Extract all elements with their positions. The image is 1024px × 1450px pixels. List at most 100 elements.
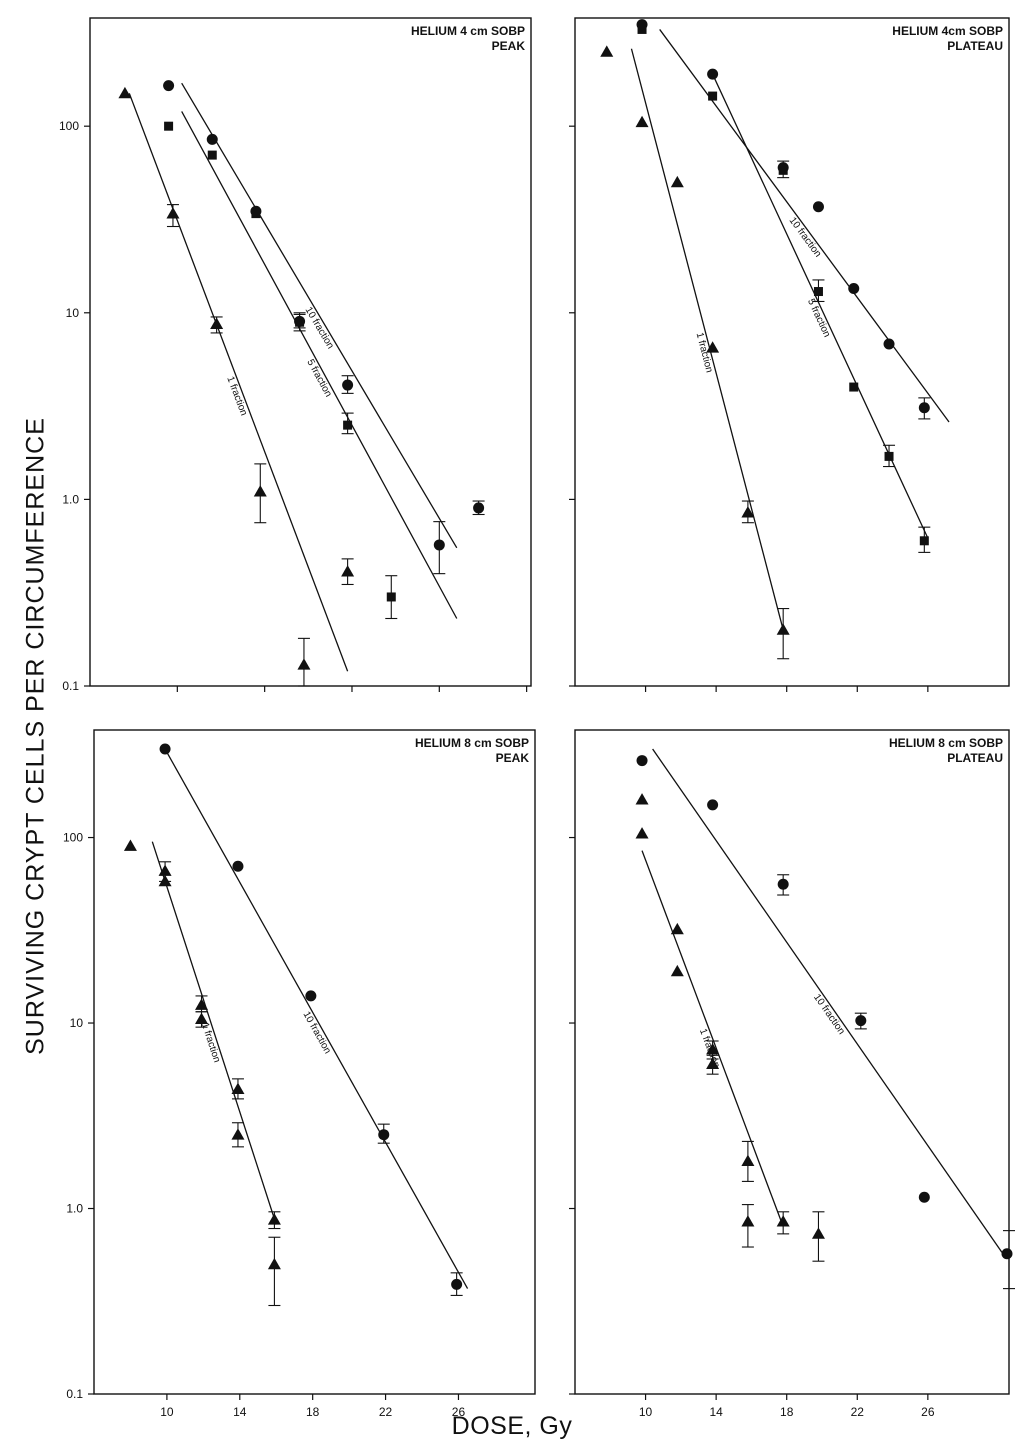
data-point-circle bbox=[707, 68, 719, 80]
y-axis-label: SURVIVING CRYPT CELLS PER CIRCUMFERENCE bbox=[21, 417, 50, 1055]
data-point-circle bbox=[294, 315, 306, 327]
data-point-triangle bbox=[706, 1042, 720, 1055]
data-point-triangle bbox=[341, 565, 355, 577]
data-point-circle bbox=[1001, 1248, 1013, 1260]
y-tick-label: 10 bbox=[66, 306, 80, 320]
data-point-square bbox=[919, 536, 929, 546]
data-point-triangle bbox=[670, 964, 684, 977]
data-point-triangle bbox=[635, 793, 649, 805]
fit-line-label: 1 fraction bbox=[224, 375, 249, 417]
plot-frame bbox=[574, 729, 1010, 1395]
x-tick-label: 18 bbox=[780, 1405, 794, 1419]
data-point-circle bbox=[855, 1015, 867, 1027]
y-tick-label: 1.0 bbox=[66, 1202, 83, 1216]
data-point-triangle bbox=[210, 317, 224, 329]
fit-line bbox=[630, 48, 784, 630]
data-point-circle bbox=[812, 201, 824, 213]
data-point-circle bbox=[159, 743, 171, 755]
y-tick-label: 100 bbox=[59, 119, 79, 133]
x-tick-label: 10 bbox=[160, 1405, 174, 1419]
y-tick-label: 0.1 bbox=[62, 679, 79, 693]
data-point-circle bbox=[883, 338, 895, 350]
data-point-square bbox=[708, 91, 718, 101]
data-point-square bbox=[164, 121, 174, 131]
data-point-triangle bbox=[706, 1057, 720, 1070]
data-point-circle bbox=[636, 755, 648, 767]
y-tick-label: 100 bbox=[63, 831, 83, 845]
data-point-square bbox=[849, 382, 859, 392]
data-point-triangle bbox=[253, 485, 267, 497]
fit-line-label: 1 fraction bbox=[697, 1027, 722, 1069]
data-point-circle bbox=[848, 282, 860, 294]
data-point-triangle bbox=[118, 86, 132, 99]
data-point-circle bbox=[918, 402, 930, 414]
fit-line bbox=[181, 82, 458, 549]
x-tick-label: 14 bbox=[709, 1405, 723, 1419]
data-point-triangle bbox=[741, 506, 755, 518]
data-point-square bbox=[207, 150, 217, 160]
fit-line-label: 1 fraction bbox=[199, 1021, 222, 1064]
data-point-triangle bbox=[635, 827, 649, 839]
data-point-triangle bbox=[811, 1227, 825, 1239]
x-tick-label: 10 bbox=[639, 1405, 653, 1419]
data-point-triangle bbox=[123, 839, 137, 851]
x-tick-label: 26 bbox=[452, 1405, 466, 1419]
data-point-triangle bbox=[600, 45, 614, 57]
x-tick-label: 26 bbox=[921, 1405, 935, 1419]
panel-title: HELIUM 8 cm SOBP bbox=[415, 736, 529, 750]
data-point-circle bbox=[206, 133, 218, 145]
data-point-triangle bbox=[158, 874, 172, 887]
fit-line-label: 5 fraction bbox=[805, 297, 832, 339]
panel-title: HELIUM 8 cm SOBP bbox=[889, 736, 1003, 750]
x-tick-label: 22 bbox=[851, 1405, 865, 1419]
plot-frame bbox=[574, 17, 1010, 687]
data-point-triangle bbox=[231, 1082, 245, 1095]
data-point-triangle bbox=[166, 207, 180, 219]
panel-subtitle: PLATEAU bbox=[947, 39, 1003, 53]
y-tick-label: 1.0 bbox=[62, 492, 79, 506]
data-point-square bbox=[884, 451, 894, 461]
data-point-circle bbox=[777, 162, 789, 174]
fit-line bbox=[641, 850, 784, 1227]
panel-subtitle: PEAK bbox=[496, 751, 530, 765]
x-tick-label: 14 bbox=[233, 1405, 247, 1419]
data-point-circle bbox=[451, 1278, 463, 1290]
x-axis-label: DOSE, Gy bbox=[451, 1412, 573, 1440]
data-point-circle bbox=[305, 990, 317, 1002]
fit-line bbox=[181, 111, 458, 619]
fit-line bbox=[164, 748, 469, 1289]
x-tick-label: 22 bbox=[379, 1405, 393, 1419]
fit-line bbox=[151, 841, 277, 1225]
data-point-triangle bbox=[741, 1154, 755, 1167]
panel-subtitle: PLATEAU bbox=[947, 751, 1003, 765]
data-point-triangle bbox=[635, 115, 649, 128]
data-point-triangle bbox=[297, 658, 311, 670]
data-point-triangle bbox=[195, 1012, 209, 1024]
data-point-circle bbox=[473, 502, 485, 514]
data-point-circle bbox=[232, 860, 244, 872]
data-point-circle bbox=[163, 80, 175, 92]
data-point-triangle bbox=[670, 175, 684, 188]
data-point-triangle bbox=[706, 341, 720, 353]
data-point-triangle bbox=[195, 998, 209, 1010]
data-point-triangle bbox=[776, 1215, 790, 1227]
data-point-circle bbox=[433, 539, 445, 551]
data-point-square bbox=[813, 287, 823, 297]
fit-line bbox=[128, 93, 349, 672]
data-point-triangle bbox=[670, 922, 684, 935]
data-point-triangle bbox=[267, 1257, 281, 1270]
fit-line-label: 10 fraction bbox=[811, 992, 847, 1037]
data-point-square bbox=[386, 592, 396, 602]
data-point-circle bbox=[250, 205, 262, 217]
fit-line bbox=[652, 748, 1003, 1253]
y-tick-label: 10 bbox=[70, 1016, 84, 1030]
data-point-triangle bbox=[741, 1215, 755, 1227]
fit-line-label: 10 fraction bbox=[787, 215, 824, 259]
panel-title: HELIUM 4 cm SOBP bbox=[411, 24, 525, 38]
data-point-triangle bbox=[231, 1128, 245, 1140]
data-point-circle bbox=[378, 1129, 390, 1141]
